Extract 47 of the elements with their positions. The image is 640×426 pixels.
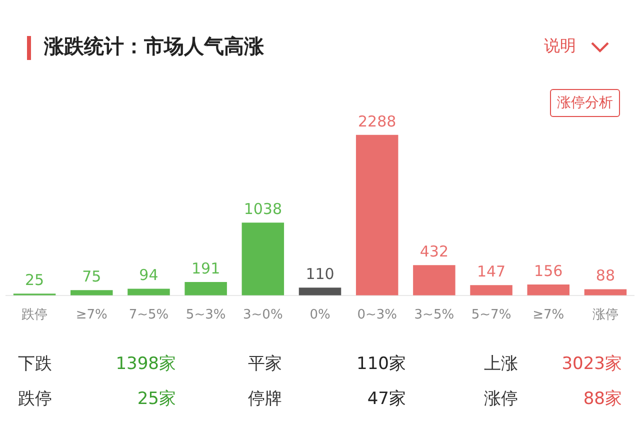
data-label: 156 xyxy=(534,262,563,280)
data-label: 25 xyxy=(25,271,44,290)
data-label: 2288 xyxy=(358,112,396,130)
text: 平家 xyxy=(248,353,282,375)
text: 说明 xyxy=(544,36,576,57)
x-tick-label: 7~5% xyxy=(128,308,169,323)
bar xyxy=(70,290,113,296)
chart-title: 涨跌统计：市场人气高涨 xyxy=(44,33,264,60)
data-label: 147 xyxy=(476,262,506,280)
x-tick-label: 3~5% xyxy=(414,308,454,323)
x-tick-label: 涨停 xyxy=(592,308,618,323)
text: 1398家 xyxy=(116,353,176,375)
bar xyxy=(184,282,227,296)
x-tick-label: 0% xyxy=(310,308,330,323)
bar xyxy=(527,284,570,296)
data-label: 110 xyxy=(306,265,334,284)
x-tick-label: 5~7% xyxy=(471,308,512,323)
text: 25家 xyxy=(137,388,176,410)
text: 跌停 xyxy=(18,388,52,410)
text: 停牌 xyxy=(248,388,282,410)
bar xyxy=(470,285,512,296)
x-tick-label: ≥7% xyxy=(76,308,108,323)
text: 下跌 xyxy=(18,353,52,375)
bar xyxy=(356,134,398,296)
text: 上涨 xyxy=(484,353,518,375)
x-tick-label: 3~0% xyxy=(243,308,283,323)
x-tick-label: ≥7% xyxy=(532,308,564,323)
x-tick-label: 0~3% xyxy=(357,308,397,323)
data-label: 191 xyxy=(192,259,220,278)
data-label: 1038 xyxy=(244,200,282,218)
text: 涨停分析 xyxy=(550,89,620,117)
bar xyxy=(298,288,342,296)
bar xyxy=(242,222,284,296)
data-label: 75 xyxy=(82,268,102,286)
text: 3023家 xyxy=(562,353,622,375)
data-label: 94 xyxy=(139,266,158,284)
text: 47家 xyxy=(367,388,406,410)
text: 88家 xyxy=(583,388,622,410)
x-tick-label: 跌停 xyxy=(22,308,48,323)
bar xyxy=(413,265,456,296)
text: 110家 xyxy=(356,353,406,375)
text: 涨停 xyxy=(484,388,518,410)
data-label: 88 xyxy=(596,266,615,285)
bar xyxy=(584,289,627,296)
x-tick-label: 5~3% xyxy=(186,308,226,323)
bar xyxy=(128,288,170,296)
data-label: 432 xyxy=(420,242,448,260)
